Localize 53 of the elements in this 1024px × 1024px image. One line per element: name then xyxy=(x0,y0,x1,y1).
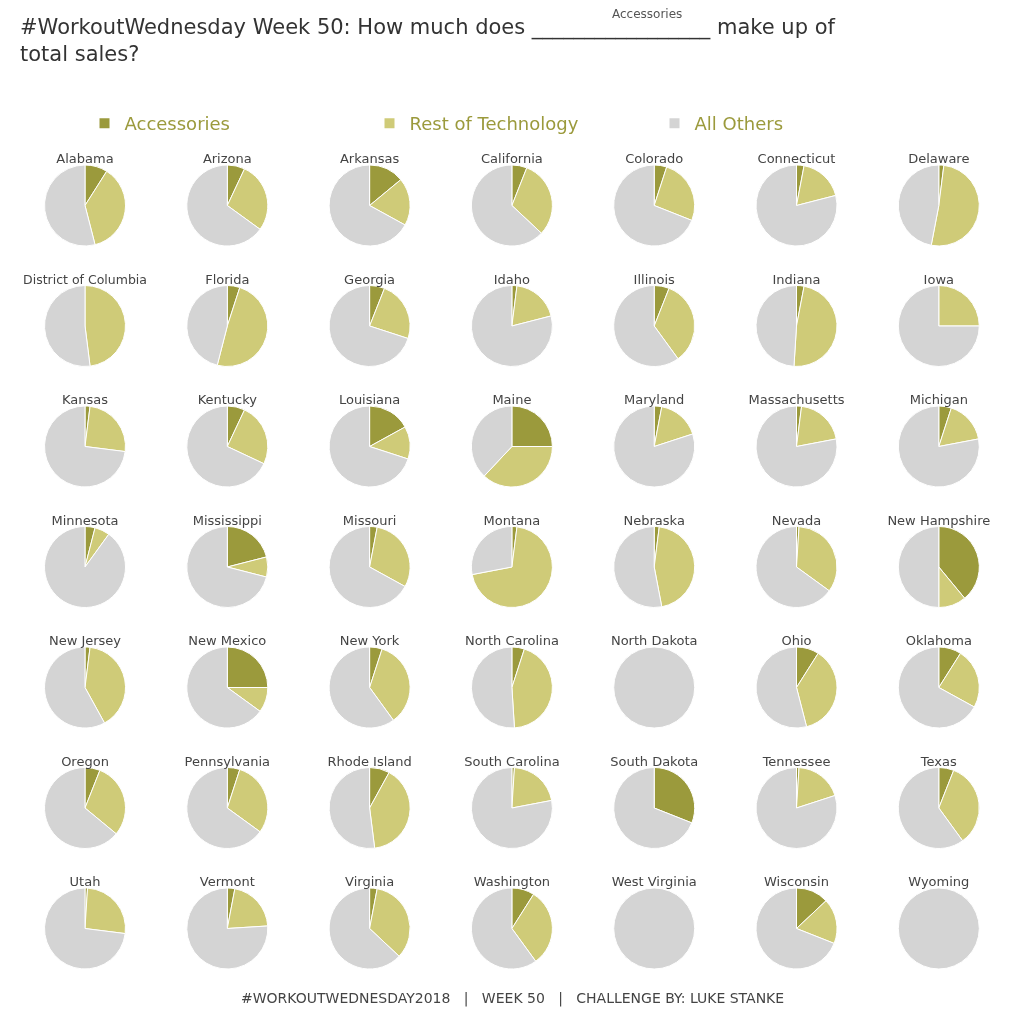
slice-label: California xyxy=(481,151,543,166)
slice-label: Maryland xyxy=(624,392,685,407)
text: #WORKOUTWEDNESDAY2018 | WEEK 50 | CHALLENGE BY: LUKE STANKE xyxy=(241,990,785,1007)
slice-label: Arizona xyxy=(202,151,252,166)
slice-label: Arkansas xyxy=(339,151,400,166)
slice-label: New Hampshire xyxy=(887,512,991,528)
legend-label: Accessories xyxy=(124,113,230,135)
slice-label: Mississippi xyxy=(192,512,262,528)
slice-label: Idaho xyxy=(493,271,531,287)
slice-label: Georgia xyxy=(344,271,396,287)
slice-label: Nevada xyxy=(771,512,822,528)
slice-label: Illinois xyxy=(633,271,676,287)
slice-label: South Dakota xyxy=(610,753,699,769)
slice-label: West Virginia xyxy=(611,874,697,889)
slice-label: Ohio xyxy=(781,633,812,648)
slice-label: Massachusetts xyxy=(748,392,845,407)
slice-label: Indiana xyxy=(772,271,821,287)
slice-label: Rhode Island xyxy=(327,753,412,769)
slice-label: North Dakota xyxy=(610,633,698,648)
slice-label: Missouri xyxy=(342,512,397,528)
legend-label: Rest of Technology xyxy=(409,113,579,135)
slice-label: Nebraska xyxy=(623,512,685,528)
slice-label: Pennsylvania xyxy=(184,753,271,769)
slice-label: New Jersey xyxy=(48,633,122,648)
slice-label: Washington xyxy=(473,874,551,889)
slice-label: Delaware xyxy=(908,151,970,166)
slice-label: Oklahoma xyxy=(905,633,972,648)
slice-label: Wyoming xyxy=(908,874,970,889)
slice-label: Maine xyxy=(492,392,532,407)
slice-label: Kentucky xyxy=(197,392,258,407)
slice-label: Minnesota xyxy=(51,512,119,528)
slice-label: Iowa xyxy=(923,271,954,287)
slice-label: Kansas xyxy=(61,392,109,407)
slice-label: New York xyxy=(339,633,400,648)
slice-label: Utah xyxy=(69,874,101,889)
slice-label: Alabama xyxy=(56,151,114,166)
slice-label: Tennessee xyxy=(761,753,831,769)
slice-label: Connecticut xyxy=(757,151,836,166)
slice-label: Texas xyxy=(919,753,957,769)
slice-label: North Carolina xyxy=(464,633,559,648)
slice-label: Virginia xyxy=(345,874,395,889)
slice-label: Florida xyxy=(205,271,250,287)
slice-label: Louisiana xyxy=(338,392,401,407)
slice-label: Colorado xyxy=(625,151,684,166)
slice-label: District of Columbia xyxy=(23,271,147,287)
slice-label: Wisconsin xyxy=(764,874,829,889)
slice-label: South Carolina xyxy=(464,753,560,769)
slice-label: Montana xyxy=(483,512,541,528)
slice-label: Oregon xyxy=(61,753,109,769)
slice-label: New Mexico xyxy=(188,633,267,648)
slice-label: Vermont xyxy=(199,874,255,889)
slice-label: Michigan xyxy=(909,392,968,407)
legend-label: All Others xyxy=(694,113,784,135)
